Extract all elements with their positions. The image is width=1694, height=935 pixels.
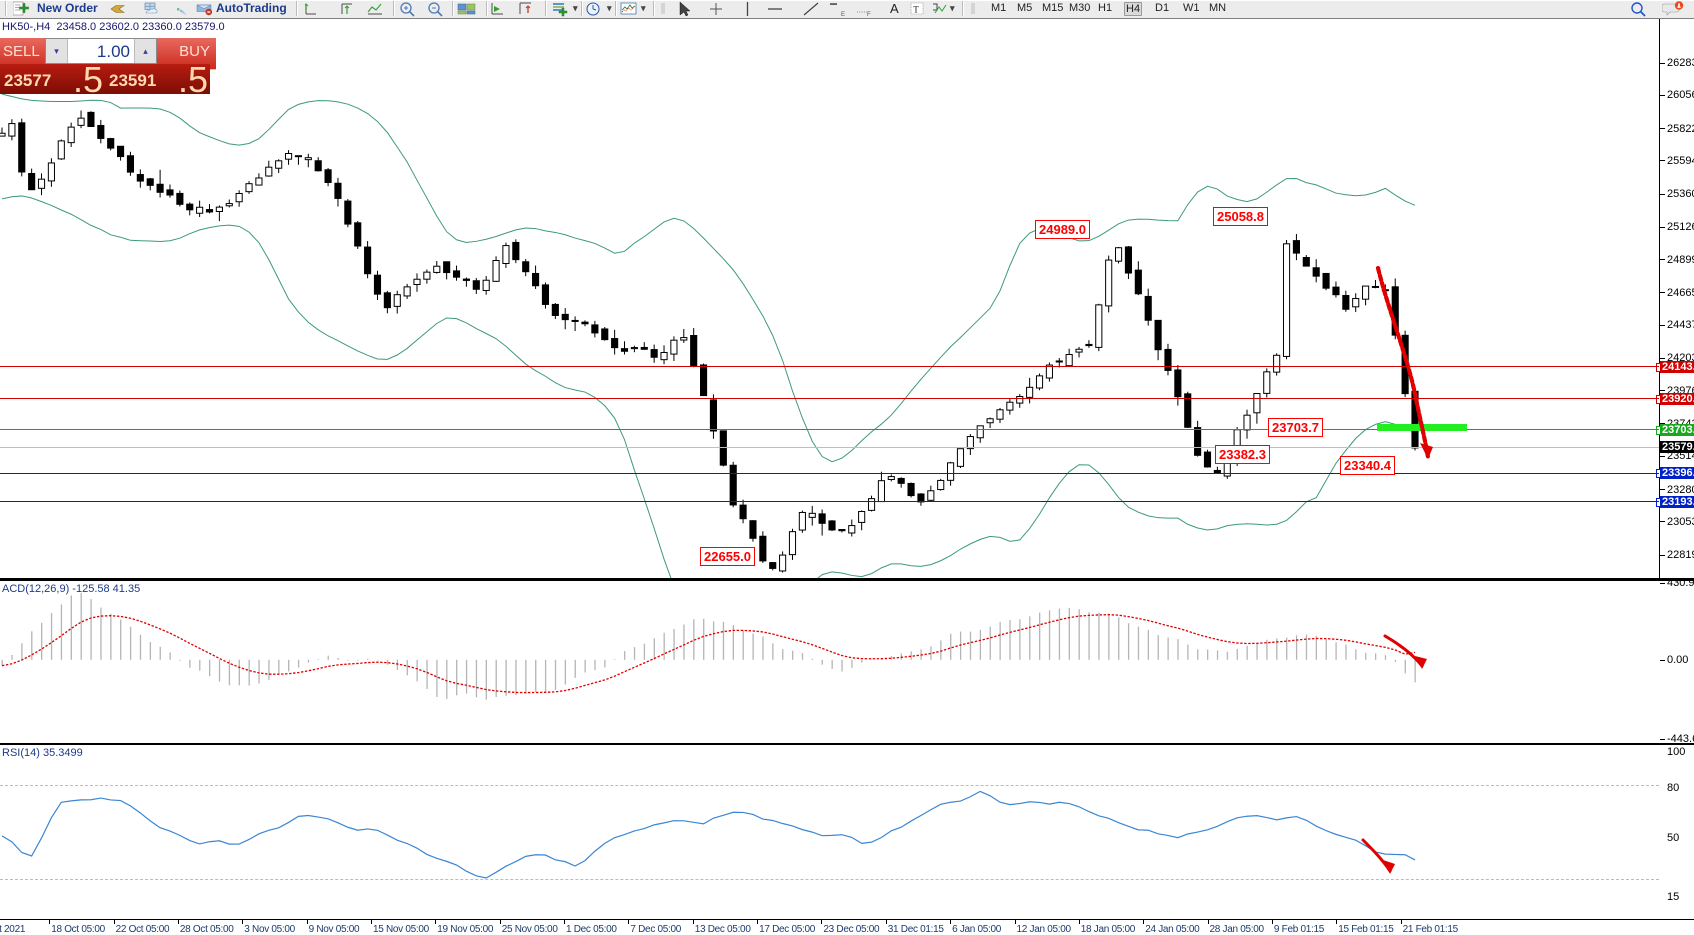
svg-text:E: E: [841, 12, 845, 17]
svg-text:▔: ▔: [830, 3, 838, 14]
svg-text:F: F: [867, 12, 871, 17]
svg-text:T: T: [913, 5, 919, 15]
